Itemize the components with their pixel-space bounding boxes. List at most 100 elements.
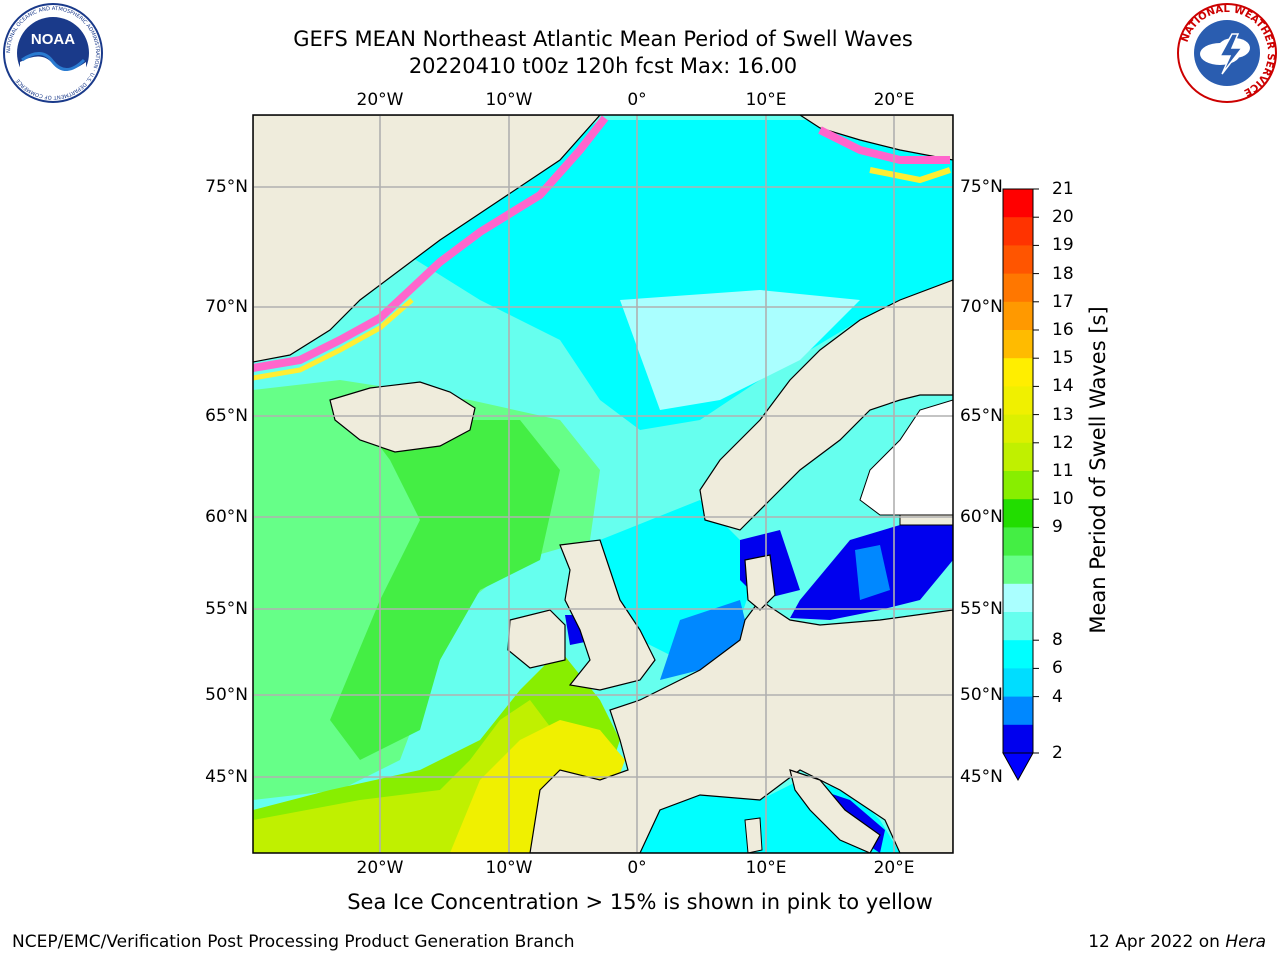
lon-label-bottom-10e: 10°E: [745, 858, 787, 878]
scandinavia-land: [699, 279, 953, 531]
lon-label-bottom-20w: 20°W: [356, 858, 404, 878]
north-sea-coastal-swell: [660, 600, 750, 680]
lat-label-right-60n: 60°N: [960, 507, 1003, 527]
lat-label-left-50n: 50°N: [205, 685, 248, 705]
colorbar-tick-label: 14: [1052, 376, 1074, 397]
lat-label-right-70n: 70°N: [960, 297, 1003, 317]
lon-label-bottom-20e: 20°E: [873, 858, 915, 878]
colorbar-segment: [1003, 358, 1033, 387]
lat-label-left-55n: 55°N: [205, 599, 248, 619]
colorbar-tick-label: 19: [1052, 235, 1074, 256]
great-britain-land: [559, 539, 656, 691]
footer-date: 12 Apr 2022 on Hera: [1088, 932, 1266, 952]
lon-label-top-20e: 20°E: [873, 90, 915, 110]
colorbar-segment: [1003, 640, 1033, 669]
swell-zone-9s-north: [620, 290, 860, 410]
footer-date-text: 12 Apr 2022 on: [1088, 932, 1226, 952]
colorbar-tick-marks: [1033, 188, 1039, 754]
colorbar: [1003, 189, 1033, 754]
colorbar-tick-label: 6: [1052, 658, 1063, 679]
colorbar-segment: [1003, 471, 1033, 500]
lat-label-right-65n: 65°N: [960, 406, 1003, 426]
colorbar-tick-label: 9: [1052, 517, 1063, 538]
sea-ice-note: Sea Ice Concentration > 15% is shown in …: [0, 890, 1280, 914]
colorbar-segment: [1003, 442, 1033, 472]
ireland-land: [507, 609, 566, 669]
sea-ice-note-text: Sea Ice Concentration > 15% is shown in …: [347, 890, 933, 914]
colorbar-segment: [1003, 273, 1033, 303]
baltic-inner-swell: [855, 545, 890, 600]
colorbar-tick-label: 2: [1052, 743, 1063, 763]
colorbar-tick-label: 20: [1052, 207, 1074, 228]
colorbar-segment: [1003, 386, 1033, 416]
lat-label-right-55n: 55°N: [960, 599, 1003, 619]
lat-label-left-45n: 45°N: [205, 767, 248, 787]
colorbar-segment: [1003, 301, 1033, 331]
greenland-ice-edge-yellow: [253, 298, 414, 381]
lat-label-left-60n: 60°N: [205, 507, 248, 527]
colorbar-tick-label: 8: [1052, 630, 1063, 651]
greenland-land: [253, 115, 601, 363]
svalbard-ice-yellow: [869, 167, 951, 184]
colorbar-label: Mean Period of Swell Waves [s]: [1086, 306, 1110, 634]
colorbar-segment: [1003, 414, 1033, 444]
noaa-logo-text: NOAA: [31, 31, 75, 48]
lon-label-bottom-0: 0°: [627, 858, 647, 878]
colorbar-tick-label: 13: [1052, 404, 1074, 425]
map-frame: [252, 114, 954, 854]
colorbar-segment: [1003, 612, 1033, 641]
finland-land: [899, 395, 953, 526]
colorbar-segment: [1003, 245, 1033, 275]
swell-zone-15s: [450, 720, 625, 853]
lat-label-right-45n: 45°N: [960, 767, 1003, 787]
colorbar-tick-label: 4: [1052, 686, 1063, 707]
chart-subtitle: 20220410 t00z 120h fcst Max: 16.00: [408, 54, 798, 78]
lon-label-top-0: 0°: [627, 90, 647, 110]
chart-title: GEFS MEAN Northeast Atlantic Mean Period…: [293, 27, 913, 51]
colorbar-segment: [1003, 499, 1033, 528]
lat-label-left-75n: 75°N: [205, 177, 248, 197]
colorbar-underflow-arrow: [1003, 753, 1033, 780]
noaa-logo: NOAA NATIONAL OCEANIC AND ATMOSPHERIC AD…: [3, 3, 103, 103]
lat-label-left-70n: 70°N: [205, 297, 248, 317]
colorbar-segment: [1003, 583, 1033, 613]
colorbar-segment: [1003, 189, 1033, 218]
lon-label-bottom-10w: 10°W: [485, 858, 533, 878]
colorbar-tick-label: 12: [1052, 432, 1074, 453]
colorbar-segment: [1003, 527, 1033, 557]
colorbar-tick-label: 16: [1052, 320, 1074, 340]
colorbar-arrow-frame: [1002, 752, 1034, 782]
colorbar-tick-label: 15: [1052, 348, 1074, 369]
lon-label-top-20w: 20°W: [356, 90, 404, 110]
iceland-land: [329, 381, 476, 453]
colorbar-segment: [1003, 696, 1033, 726]
lon-label-top-10e: 10°E: [745, 90, 787, 110]
continental-europe-land: [529, 599, 953, 853]
sardinia-land: [744, 817, 763, 853]
lat-label-right-75n: 75°N: [960, 177, 1003, 197]
greenland-ice-edge: [253, 115, 609, 372]
graticule: [253, 115, 953, 853]
colorbar-segment: [1003, 330, 1033, 359]
nws-logo: NATIONAL WEATHER SERVICE: [1177, 3, 1277, 103]
colorbar-tick-label: 18: [1052, 263, 1074, 284]
svalbard-ice-edge: [818, 126, 950, 164]
footer-credit: NCEP/EMC/Verification Post Processing Pr…: [12, 932, 575, 952]
colorbar-segment: [1003, 668, 1033, 698]
footer-host: Hera: [1225, 932, 1266, 952]
colorbar-tick-label: 17: [1052, 291, 1074, 312]
colorbar-segment: [1003, 217, 1033, 246]
svalbard-land: [798, 115, 953, 161]
swell-zone-11s: [330, 420, 560, 760]
italy-land: [789, 769, 881, 853]
colorbar-tick-label: 11: [1052, 461, 1074, 481]
colorbar-segment: [1003, 724, 1033, 754]
lat-label-right-50n: 50°N: [960, 685, 1003, 705]
map-area: [253, 115, 953, 853]
lat-label-left-65n: 65°N: [205, 406, 248, 426]
colorbar-segment: [1003, 555, 1033, 585]
colorbar-tick-label: 21: [1052, 179, 1074, 199]
colorbar-tick-label: 10: [1052, 489, 1074, 510]
lon-label-top-10w: 10°W: [485, 90, 533, 110]
